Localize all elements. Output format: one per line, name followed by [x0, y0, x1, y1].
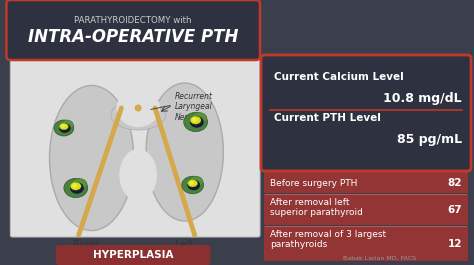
FancyBboxPatch shape: [261, 55, 471, 171]
Text: PARATHYROIDECTOMY with: PARATHYROIDECTOMY with: [74, 16, 192, 25]
Circle shape: [190, 181, 194, 185]
Text: 85 pg/mL: 85 pg/mL: [397, 133, 462, 146]
FancyBboxPatch shape: [264, 172, 468, 193]
Ellipse shape: [184, 112, 208, 132]
Ellipse shape: [188, 180, 198, 187]
Text: superior parathyroid: superior parathyroid: [270, 208, 363, 217]
Ellipse shape: [72, 178, 87, 190]
Ellipse shape: [189, 176, 203, 187]
Text: Current PTH Level: Current PTH Level: [274, 113, 381, 123]
Ellipse shape: [64, 178, 88, 198]
Text: 12: 12: [447, 239, 462, 249]
Circle shape: [61, 124, 65, 128]
Text: Current Calcium Level: Current Calcium Level: [274, 72, 404, 82]
Circle shape: [192, 117, 197, 122]
Ellipse shape: [146, 83, 223, 221]
Circle shape: [72, 183, 77, 188]
Text: HYPERPLASIA: HYPERPLASIA: [93, 250, 173, 260]
Ellipse shape: [190, 116, 201, 124]
Text: 67: 67: [447, 205, 462, 215]
FancyBboxPatch shape: [7, 0, 260, 60]
Text: 82: 82: [447, 178, 462, 188]
Ellipse shape: [191, 112, 207, 124]
Ellipse shape: [119, 149, 157, 201]
FancyArrowPatch shape: [113, 85, 163, 96]
Ellipse shape: [182, 176, 203, 194]
Ellipse shape: [59, 123, 68, 130]
Text: After removal of 3 largest: After removal of 3 largest: [270, 230, 386, 239]
FancyBboxPatch shape: [264, 194, 468, 225]
Text: Babak Larian MD, FACS: Babak Larian MD, FACS: [343, 255, 416, 260]
Text: INTRA-OPERATIVE PTH: INTRA-OPERATIVE PTH: [28, 28, 238, 46]
FancyBboxPatch shape: [10, 58, 260, 237]
Ellipse shape: [117, 89, 160, 127]
Ellipse shape: [71, 182, 81, 190]
FancyBboxPatch shape: [56, 245, 210, 265]
Ellipse shape: [188, 180, 200, 190]
Ellipse shape: [49, 86, 134, 231]
Text: Right: Right: [73, 240, 99, 250]
Circle shape: [135, 104, 142, 112]
Ellipse shape: [111, 100, 165, 130]
FancyBboxPatch shape: [264, 226, 468, 261]
Ellipse shape: [54, 120, 74, 136]
Text: 10.8 mg/dL: 10.8 mg/dL: [383, 92, 462, 105]
Text: Left: Left: [175, 240, 194, 250]
Ellipse shape: [71, 183, 83, 193]
Text: After removal left: After removal left: [270, 198, 349, 207]
Text: parathyroids: parathyroids: [270, 240, 327, 249]
Text: Before surgery PTH: Before surgery PTH: [270, 179, 357, 188]
Ellipse shape: [190, 117, 203, 127]
Text: Recurrent
Laryngeal
Nerves: Recurrent Laryngeal Nerves: [175, 92, 213, 122]
Ellipse shape: [59, 123, 70, 132]
Ellipse shape: [60, 120, 73, 130]
